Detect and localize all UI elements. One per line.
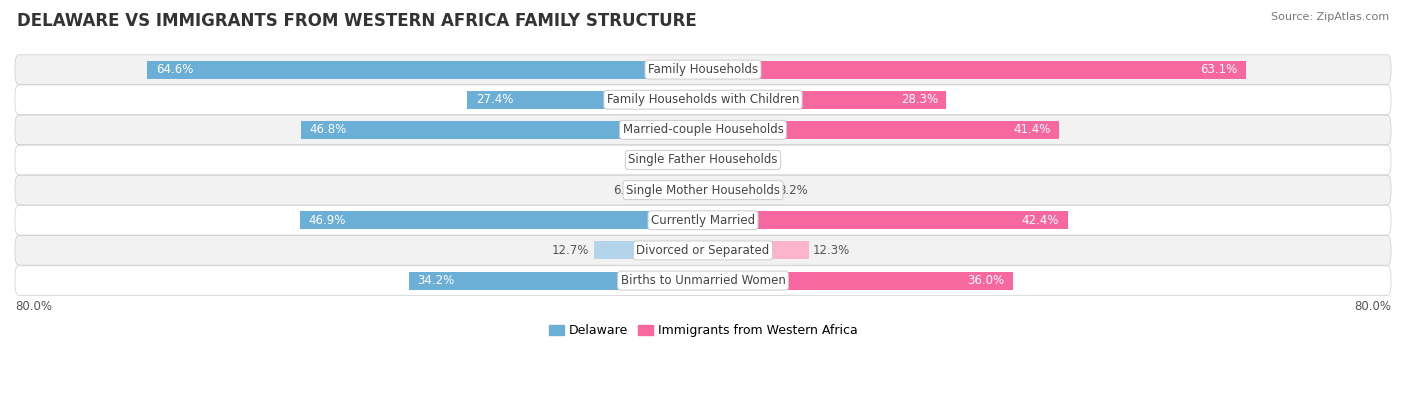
Text: 27.4%: 27.4% (477, 93, 513, 106)
Bar (593, 241, 703, 260)
Text: Single Father Households: Single Father Households (628, 154, 778, 167)
Text: Source: ZipAtlas.com: Source: ZipAtlas.com (1271, 12, 1389, 22)
Text: 80.0%: 80.0% (15, 300, 52, 313)
Text: 46.8%: 46.8% (309, 123, 346, 136)
Bar (301, 121, 703, 139)
Text: 6.5%: 6.5% (613, 184, 643, 197)
Legend: Delaware, Immigrants from Western Africa: Delaware, Immigrants from Western Africa (544, 320, 862, 342)
Text: Births to Unmarried Women: Births to Unmarried Women (620, 274, 786, 287)
Text: Married-couple Households: Married-couple Households (623, 123, 783, 136)
Bar (703, 151, 724, 169)
Text: 12.7%: 12.7% (553, 244, 589, 257)
FancyBboxPatch shape (15, 175, 1391, 205)
Text: 28.3%: 28.3% (901, 93, 938, 106)
FancyBboxPatch shape (15, 145, 1391, 175)
Text: 41.4%: 41.4% (1014, 123, 1050, 136)
Text: Divorced or Separated: Divorced or Separated (637, 244, 769, 257)
FancyBboxPatch shape (15, 85, 1391, 115)
Text: Family Households: Family Households (648, 63, 758, 76)
Bar (703, 271, 1012, 290)
FancyBboxPatch shape (15, 205, 1391, 235)
FancyBboxPatch shape (15, 115, 1391, 145)
Text: 64.6%: 64.6% (156, 63, 194, 76)
Bar (467, 91, 703, 109)
Text: Single Mother Households: Single Mother Households (626, 184, 780, 197)
FancyBboxPatch shape (15, 236, 1391, 265)
Bar (299, 211, 703, 229)
Bar (703, 181, 773, 199)
Text: 2.4%: 2.4% (728, 154, 758, 167)
Text: 36.0%: 36.0% (967, 274, 1004, 287)
Text: 80.0%: 80.0% (1354, 300, 1391, 313)
Text: Family Households with Children: Family Households with Children (607, 93, 799, 106)
Bar (409, 271, 703, 290)
Text: 12.3%: 12.3% (813, 244, 851, 257)
Text: 2.5%: 2.5% (647, 154, 678, 167)
Bar (148, 60, 703, 79)
Text: 46.9%: 46.9% (308, 214, 346, 227)
Text: 34.2%: 34.2% (418, 274, 454, 287)
Text: DELAWARE VS IMMIGRANTS FROM WESTERN AFRICA FAMILY STRUCTURE: DELAWARE VS IMMIGRANTS FROM WESTERN AFRI… (17, 12, 696, 30)
Bar (703, 121, 1059, 139)
FancyBboxPatch shape (15, 55, 1391, 85)
Text: Currently Married: Currently Married (651, 214, 755, 227)
Bar (703, 60, 1246, 79)
Bar (703, 211, 1067, 229)
FancyBboxPatch shape (15, 266, 1391, 295)
Bar (647, 181, 703, 199)
Bar (703, 91, 946, 109)
Text: 42.4%: 42.4% (1022, 214, 1059, 227)
Text: 63.1%: 63.1% (1199, 63, 1237, 76)
Bar (682, 151, 703, 169)
Bar (703, 241, 808, 260)
Text: 8.2%: 8.2% (778, 184, 807, 197)
